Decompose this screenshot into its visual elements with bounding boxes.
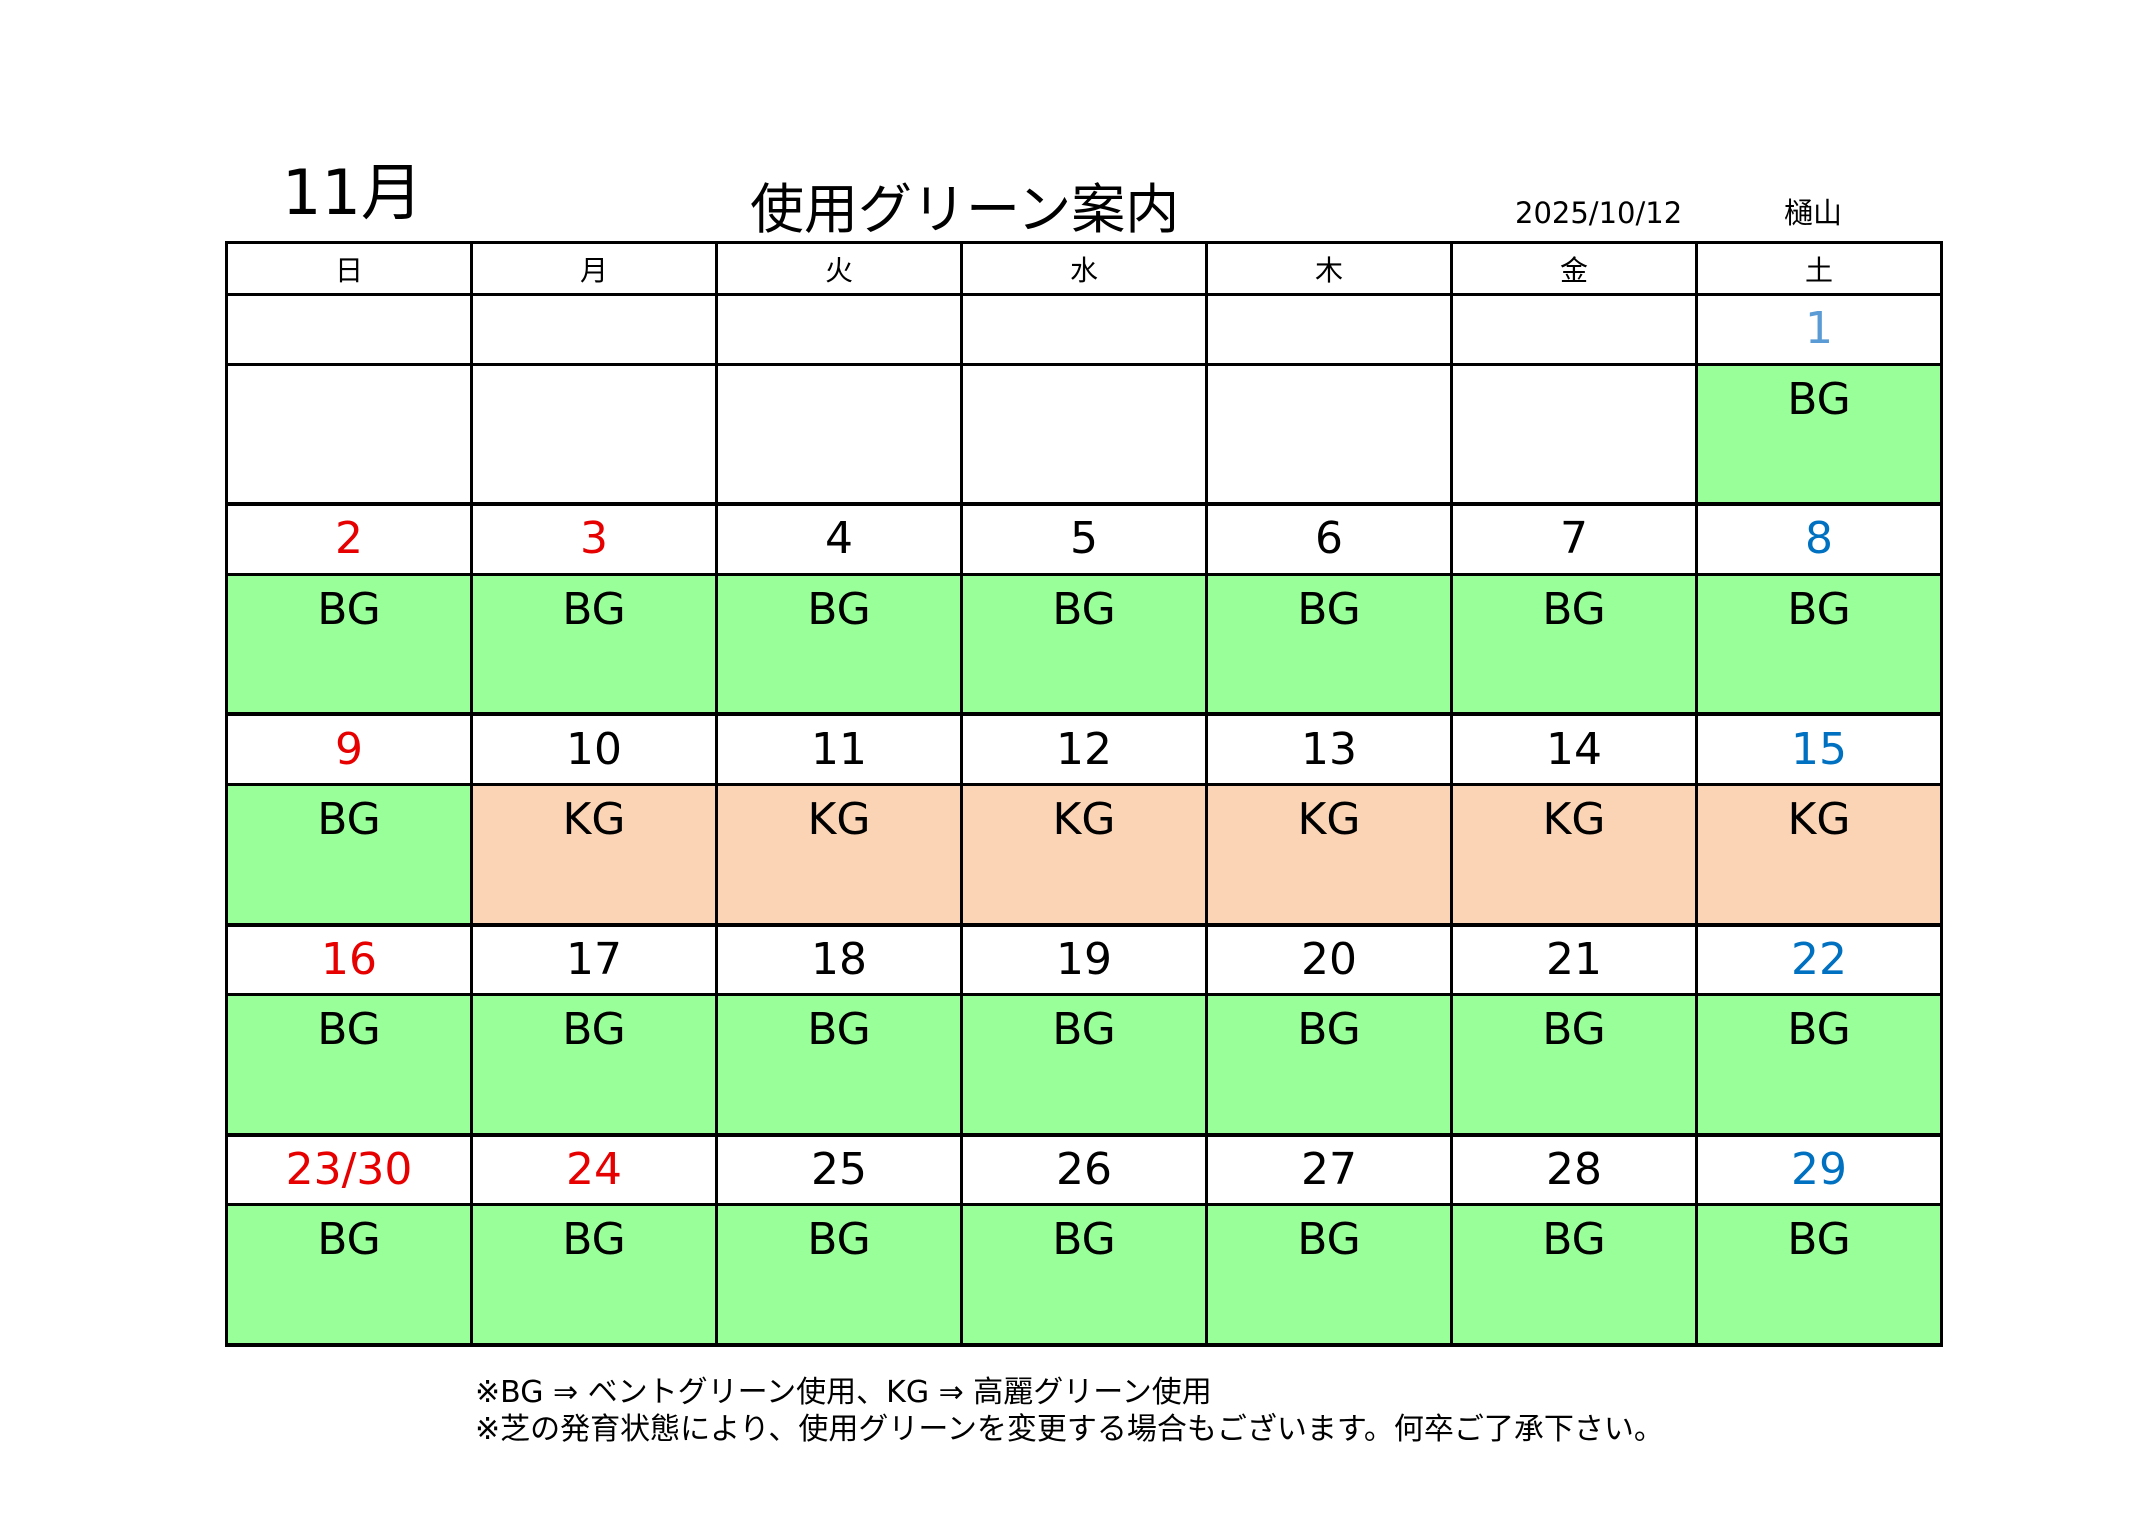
date-row: 9 10 11 12 13 14 15 bbox=[225, 712, 1943, 786]
date-cell: 2 bbox=[225, 502, 473, 576]
weekday-fri: 金 bbox=[1450, 241, 1698, 296]
green-cell: BG bbox=[715, 993, 963, 1137]
green-row: BG bbox=[225, 362, 1943, 507]
green-cell: KG bbox=[1450, 782, 1698, 927]
date-cell: 5 bbox=[960, 502, 1208, 576]
note-disclaimer: ※芝の発育状態により、使用グリーンを変更する場合もございます。何卒ご了承下さい。 bbox=[475, 1412, 1664, 1447]
green-cell: BG bbox=[1450, 1203, 1698, 1348]
date-cell: 1 bbox=[1695, 293, 1943, 366]
green-row: BG KG KG KG KG KG KG bbox=[225, 782, 1943, 927]
weekday-sat: 土 bbox=[1695, 241, 1943, 296]
date-cell: 29 bbox=[1695, 1133, 1943, 1207]
green-cell bbox=[470, 362, 718, 507]
weekday-wed: 水 bbox=[960, 241, 1208, 296]
date-cell: 11 bbox=[715, 712, 963, 786]
date-cell: 27 bbox=[1205, 1133, 1453, 1207]
date-cell: 22 bbox=[1695, 923, 1943, 997]
date-cell: 13 bbox=[1205, 712, 1453, 786]
green-cell: BG bbox=[1450, 993, 1698, 1137]
page-title: 使用グリーン案内 bbox=[750, 178, 1180, 241]
green-cell: BG bbox=[470, 572, 718, 717]
green-cell: BG bbox=[225, 993, 473, 1137]
note-legend: ※BG ⇒ ベントグリーン使用、KG ⇒ 高麗グリーン使用 bbox=[475, 1375, 1212, 1410]
green-cell bbox=[960, 362, 1208, 507]
date-cell bbox=[1450, 293, 1698, 366]
green-cell: BG bbox=[1695, 362, 1943, 507]
date-cell: 15 bbox=[1695, 712, 1943, 786]
date-cell: 28 bbox=[1450, 1133, 1698, 1207]
green-cell: KG bbox=[715, 782, 963, 927]
date-row: 16 17 18 19 20 21 22 bbox=[225, 923, 1943, 997]
date-cell: 18 bbox=[715, 923, 963, 997]
calendar-body: 1 BG 2 3 4 5 6 7 8 BG BG BG BG BG BG BG 9 10 11 12 13 14 15 BG K… bbox=[225, 293, 1943, 1348]
green-cell: BG bbox=[1205, 572, 1453, 717]
green-cell: BG bbox=[960, 993, 1208, 1137]
date-cell: 24 bbox=[470, 1133, 718, 1207]
date-row: 23/30 24 25 26 27 28 29 bbox=[225, 1133, 1943, 1207]
green-row: BG BG BG BG BG BG BG bbox=[225, 572, 1943, 717]
green-cell: BG bbox=[715, 1203, 963, 1348]
date-cell: 20 bbox=[1205, 923, 1453, 997]
issue-date: 2025/10/12 bbox=[1515, 196, 1683, 230]
date-cell bbox=[960, 293, 1208, 366]
green-cell: BG bbox=[1695, 1203, 1943, 1348]
date-cell: 19 bbox=[960, 923, 1208, 997]
green-cell: BG bbox=[225, 782, 473, 927]
weekday-header-row: 日 月 火 水 木 金 土 bbox=[225, 241, 1943, 296]
green-cell: BG bbox=[1205, 1203, 1453, 1348]
green-cell: BG bbox=[715, 572, 963, 717]
date-cell: 25 bbox=[715, 1133, 963, 1207]
green-cell: BG bbox=[1205, 993, 1453, 1137]
weekday-tue: 火 bbox=[715, 241, 963, 296]
date-cell bbox=[225, 293, 473, 366]
green-row: BG BG BG BG BG BG BG bbox=[225, 993, 1943, 1137]
green-cell: BG bbox=[470, 993, 718, 1137]
green-cell: BG bbox=[1450, 572, 1698, 717]
date-cell: 14 bbox=[1450, 712, 1698, 786]
notes: ※BG ⇒ ベントグリーン使用、KG ⇒ 高麗グリーン使用 ※芝の発育状態により… bbox=[475, 1374, 1664, 1448]
date-cell: 21 bbox=[1450, 923, 1698, 997]
date-cell: 8 bbox=[1695, 502, 1943, 576]
date-cell bbox=[715, 293, 963, 366]
green-row: BG BG BG BG BG BG BG bbox=[225, 1203, 1943, 1348]
green-cell bbox=[715, 362, 963, 507]
green-cell: KG bbox=[960, 782, 1208, 927]
date-cell: 9 bbox=[225, 712, 473, 786]
date-cell: 26 bbox=[960, 1133, 1208, 1207]
green-cell bbox=[1205, 362, 1453, 507]
date-cell: 4 bbox=[715, 502, 963, 576]
date-cell: 3 bbox=[470, 502, 718, 576]
date-cell bbox=[470, 293, 718, 366]
date-cell: 6 bbox=[1205, 502, 1453, 576]
weekday-mon: 月 bbox=[470, 241, 718, 296]
green-cell: BG bbox=[1695, 993, 1943, 1137]
date-cell: 10 bbox=[470, 712, 718, 786]
month-label: 11月 bbox=[282, 156, 423, 229]
green-cell: BG bbox=[1695, 572, 1943, 717]
weekday-thu: 木 bbox=[1205, 241, 1453, 296]
green-cell bbox=[1450, 362, 1698, 507]
green-cell: KG bbox=[1695, 782, 1943, 927]
date-row: 1 bbox=[225, 293, 1943, 366]
green-cell: BG bbox=[470, 1203, 718, 1348]
green-cell: BG bbox=[225, 1203, 473, 1348]
green-cell: BG bbox=[225, 572, 473, 717]
date-cell: 16 bbox=[225, 923, 473, 997]
weekday-sun: 日 bbox=[225, 241, 473, 296]
date-cell: 17 bbox=[470, 923, 718, 997]
green-calendar: 日 月 火 水 木 金 土 1 BG 2 3 4 5 6 7 8 BG BG BG BG BG BG BG 9 1… bbox=[225, 241, 1943, 1348]
date-cell bbox=[1205, 293, 1453, 366]
author-name: 樋山 bbox=[1784, 196, 1843, 230]
green-cell: BG bbox=[960, 1203, 1208, 1348]
date-cell: 23/30 bbox=[225, 1133, 473, 1207]
date-cell: 7 bbox=[1450, 502, 1698, 576]
green-cell: KG bbox=[1205, 782, 1453, 927]
green-cell: KG bbox=[470, 782, 718, 927]
date-cell: 12 bbox=[960, 712, 1208, 786]
green-cell: BG bbox=[960, 572, 1208, 717]
green-cell bbox=[225, 362, 473, 507]
